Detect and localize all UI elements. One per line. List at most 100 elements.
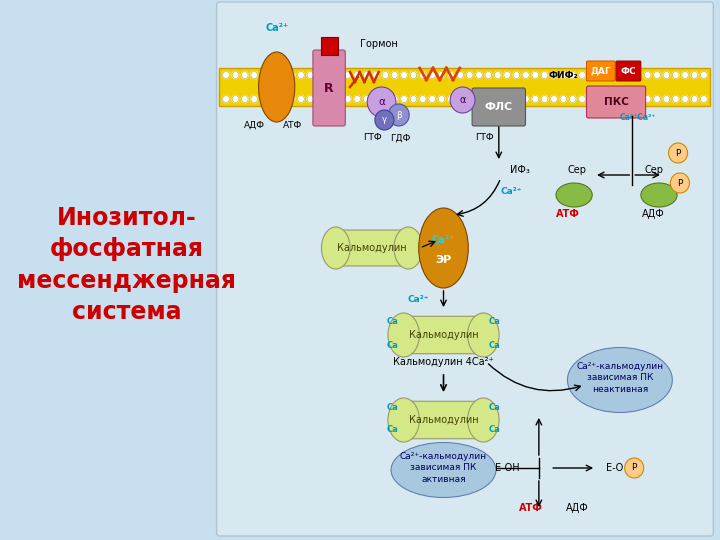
Circle shape xyxy=(307,96,314,103)
Circle shape xyxy=(588,71,595,78)
Text: α: α xyxy=(378,97,385,107)
Ellipse shape xyxy=(388,313,419,357)
Circle shape xyxy=(392,71,398,78)
Circle shape xyxy=(635,71,642,78)
Circle shape xyxy=(654,96,660,103)
Circle shape xyxy=(344,71,351,78)
Circle shape xyxy=(607,71,613,78)
Circle shape xyxy=(513,71,520,78)
Text: АДФ: АДФ xyxy=(642,209,665,219)
Circle shape xyxy=(672,71,679,78)
Circle shape xyxy=(560,71,567,78)
Circle shape xyxy=(485,96,492,103)
Circle shape xyxy=(579,96,585,103)
Circle shape xyxy=(457,71,464,78)
Text: АДФ: АДФ xyxy=(566,503,588,513)
Text: ИФ₃: ИФ₃ xyxy=(510,165,530,175)
Circle shape xyxy=(279,96,286,103)
Circle shape xyxy=(504,96,510,103)
Text: Ca²⁺-кальмодулин
зависимая ПК
активная: Ca²⁺-кальмодулин зависимая ПК активная xyxy=(400,453,487,484)
FancyBboxPatch shape xyxy=(587,86,646,118)
Circle shape xyxy=(344,96,351,103)
Circle shape xyxy=(288,96,295,103)
Circle shape xyxy=(635,96,642,103)
Circle shape xyxy=(222,96,230,103)
Text: γ: γ xyxy=(382,116,387,125)
Circle shape xyxy=(616,71,623,78)
Circle shape xyxy=(410,96,417,103)
Circle shape xyxy=(598,96,604,103)
Ellipse shape xyxy=(641,183,677,207)
Circle shape xyxy=(467,71,473,78)
Text: Сер: Сер xyxy=(567,165,587,175)
Text: Ca²⁺: Ca²⁺ xyxy=(265,23,288,33)
Text: Сер: Сер xyxy=(644,165,664,175)
Circle shape xyxy=(570,71,576,78)
FancyBboxPatch shape xyxy=(313,50,346,126)
Circle shape xyxy=(532,71,539,78)
Circle shape xyxy=(373,71,379,78)
Circle shape xyxy=(375,110,394,130)
Circle shape xyxy=(429,96,436,103)
Circle shape xyxy=(335,71,342,78)
Circle shape xyxy=(448,96,454,103)
Text: α: α xyxy=(459,95,466,105)
Circle shape xyxy=(467,96,473,103)
Circle shape xyxy=(476,71,482,78)
Circle shape xyxy=(701,96,707,103)
Circle shape xyxy=(388,104,409,126)
Text: Инозитол-
фосфатная
мессенджерная
система: Инозитол- фосфатная мессенджерная систем… xyxy=(17,206,236,325)
Text: Ca: Ca xyxy=(488,402,500,411)
Text: P: P xyxy=(678,179,683,187)
Ellipse shape xyxy=(419,208,468,288)
FancyBboxPatch shape xyxy=(616,61,641,81)
Text: R: R xyxy=(324,82,334,94)
FancyBboxPatch shape xyxy=(587,61,615,81)
FancyBboxPatch shape xyxy=(472,88,526,126)
Circle shape xyxy=(279,71,286,78)
Circle shape xyxy=(504,71,510,78)
Circle shape xyxy=(625,458,644,478)
Circle shape xyxy=(495,71,501,78)
Circle shape xyxy=(316,96,323,103)
Circle shape xyxy=(232,96,239,103)
Text: АТФ: АТФ xyxy=(556,209,580,219)
Circle shape xyxy=(616,96,623,103)
Circle shape xyxy=(626,96,632,103)
Circle shape xyxy=(691,96,698,103)
FancyBboxPatch shape xyxy=(220,68,711,106)
Circle shape xyxy=(429,71,436,78)
Circle shape xyxy=(401,96,408,103)
Ellipse shape xyxy=(391,442,496,497)
FancyBboxPatch shape xyxy=(337,230,408,266)
Text: Е-ОН: Е-ОН xyxy=(495,463,520,473)
Circle shape xyxy=(541,71,548,78)
Circle shape xyxy=(410,71,417,78)
Text: ГДФ: ГДФ xyxy=(390,133,411,143)
Text: АТФ: АТФ xyxy=(283,120,302,130)
Circle shape xyxy=(654,71,660,78)
Circle shape xyxy=(663,96,670,103)
Text: Ca: Ca xyxy=(387,318,399,327)
Text: Ca: Ca xyxy=(488,318,500,327)
Text: Кальмодулин: Кальмодулин xyxy=(409,415,478,425)
Circle shape xyxy=(382,96,389,103)
Circle shape xyxy=(364,71,370,78)
Circle shape xyxy=(401,71,408,78)
Circle shape xyxy=(438,71,445,78)
Circle shape xyxy=(297,71,305,78)
Ellipse shape xyxy=(321,227,350,269)
Ellipse shape xyxy=(258,52,294,122)
Ellipse shape xyxy=(556,183,593,207)
Circle shape xyxy=(476,96,482,103)
Circle shape xyxy=(222,71,230,78)
FancyBboxPatch shape xyxy=(217,2,714,536)
Circle shape xyxy=(523,96,529,103)
Circle shape xyxy=(551,96,557,103)
Circle shape xyxy=(551,71,557,78)
Text: ГТФ: ГТФ xyxy=(475,133,494,143)
Circle shape xyxy=(644,96,651,103)
Circle shape xyxy=(373,96,379,103)
Text: АДФ: АДФ xyxy=(244,120,265,130)
Circle shape xyxy=(335,96,342,103)
